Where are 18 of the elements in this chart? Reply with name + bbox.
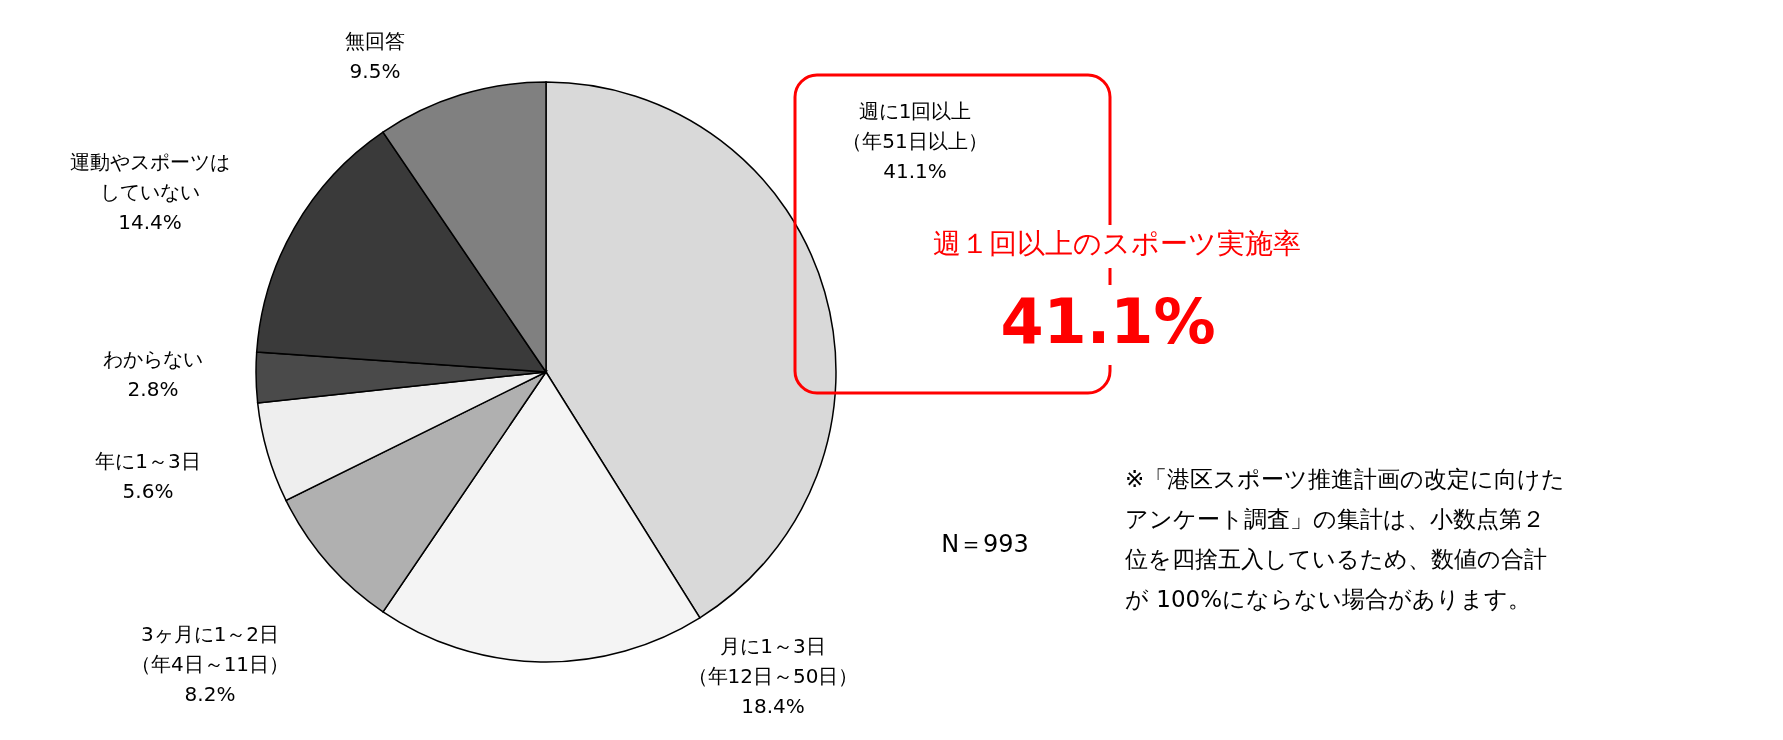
data-label: 8.2% <box>184 682 236 706</box>
text: 週１回以上のスポーツ実施率 <box>933 227 1301 260</box>
data-label: 14.4% <box>118 210 182 234</box>
text: N＝993 <box>941 530 1029 558</box>
slice-label: 年に1～3日 <box>95 449 201 473</box>
slice-label: 無回答 <box>345 29 405 53</box>
data-label: 2.8% <box>127 377 179 401</box>
text: ※「港区スポーツ推進計画の改定に向けたアンケート調査」の集計は、小数点第２位を四捨五入しているため、数値の合計が 100%にならない場合があります。 <box>1125 466 1566 612</box>
slice-label: 月に1～3日（年12日～50日） <box>687 634 859 688</box>
slice-label: 運動やスポーツはしていない <box>70 150 230 204</box>
slice-label: わからない <box>103 347 203 371</box>
data-label: 18.4% <box>741 694 805 718</box>
slice-label: 3ヶ月に1～2日（年4日～11日） <box>130 622 290 676</box>
data-label: 41.1% <box>883 159 947 183</box>
text: 41.1% <box>1000 285 1216 358</box>
data-label: 5.6% <box>122 479 174 503</box>
data-label: 9.5% <box>349 59 401 83</box>
slice-label: 週に1回以上（年51日以上） <box>842 99 988 153</box>
